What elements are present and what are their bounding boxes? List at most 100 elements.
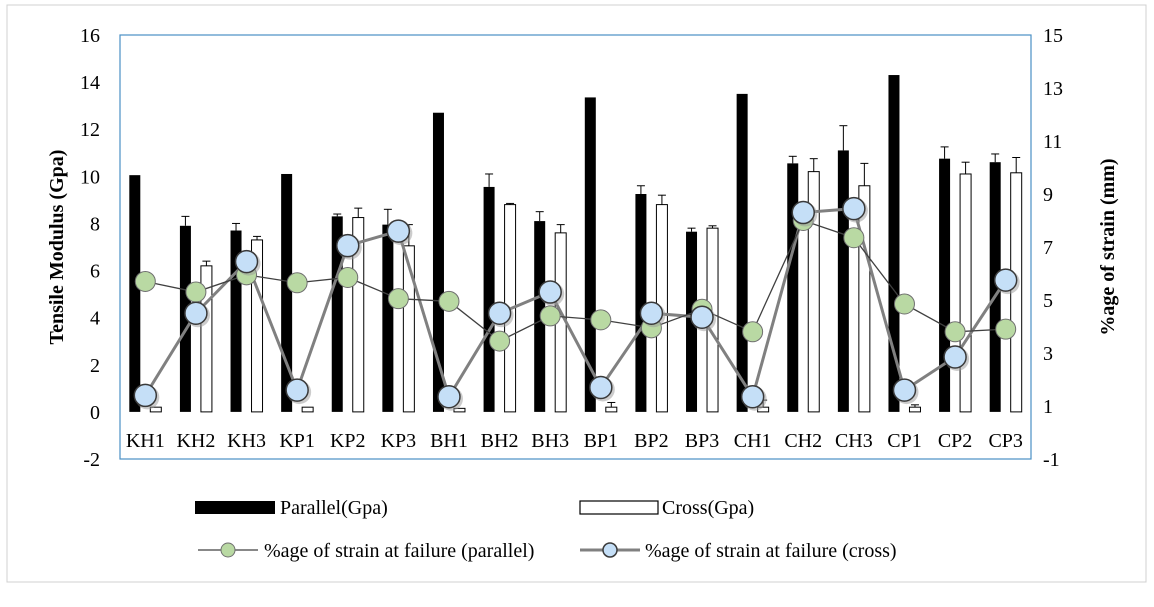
marker-strain-parallel — [995, 318, 1017, 340]
category-labels: KH1 KH2 KH3 KP1 KP2 KP3 BH1 BH2 BH3 BP1 … — [126, 430, 1023, 452]
marker-strain-parallel — [742, 321, 764, 343]
y-tick-label: 10 — [80, 166, 100, 188]
line-strain-parallel — [145, 219, 1006, 342]
marker-strain-parallel — [185, 281, 207, 303]
marker-strain-cross — [336, 233, 360, 258]
marker-strain-cross — [943, 345, 967, 369]
y2-tick-label: 11 — [1043, 131, 1062, 153]
category-label: BP3 — [685, 430, 719, 452]
legend-label-strain-cross: %age of strain at failure (cross) — [645, 540, 897, 562]
right-axis-ticks: 15 13 11 9 7 5 3 1 -1 — [1043, 25, 1063, 471]
bar-parallel — [939, 158, 951, 412]
bar-parallel — [129, 175, 141, 412]
bar-cross — [301, 406, 314, 413]
bar-parallel — [989, 162, 1001, 412]
lines-layer — [133, 196, 1020, 411]
marker-strain-parallel — [134, 270, 156, 292]
y-tick-label: 14 — [80, 72, 100, 94]
y-tick-label: 4 — [90, 308, 100, 330]
legend-label-strain-parallel: %age of strain at failure (parallel) — [264, 540, 534, 562]
category-label: KP1 — [279, 430, 315, 452]
bar-parallel — [888, 75, 900, 412]
category-label: CH2 — [784, 430, 822, 452]
chart-frame — [6, 4, 1147, 583]
marker-strain-parallel — [843, 227, 865, 249]
category-label: CP3 — [988, 430, 1022, 452]
marker-strain-cross — [842, 196, 866, 221]
y2-tick-label: -1 — [1043, 449, 1060, 471]
bar-parallel — [483, 186, 495, 412]
category-label: BH3 — [531, 430, 569, 452]
bar-parallel — [787, 163, 799, 412]
marker-strain-cross — [589, 375, 613, 400]
marker-strain-cross — [690, 305, 714, 329]
legend-marker-strain-parallel — [220, 542, 236, 558]
bar-parallel — [432, 112, 444, 412]
legend-label-parallel: Parallel(Gpa) — [280, 497, 388, 519]
category-label: BH1 — [430, 430, 468, 452]
marker-strain-cross — [538, 280, 562, 304]
marker-strain-parallel — [489, 330, 511, 352]
bar-parallel — [837, 150, 849, 412]
category-label: KH1 — [126, 430, 165, 452]
bar-parallel — [230, 230, 242, 412]
marker-strain-cross — [285, 378, 309, 402]
marker-strain-parallel — [337, 266, 359, 288]
bars-layer — [129, 75, 1023, 413]
y2-tick-label: 3 — [1043, 343, 1053, 365]
bar-cross — [908, 406, 921, 413]
marker-strain-cross — [437, 384, 461, 409]
marker-strain-parallel — [286, 272, 308, 294]
category-label: KH3 — [227, 430, 266, 452]
legend: Parallel(Gpa) Cross(Gpa) %age of strain … — [195, 497, 897, 562]
bar-parallel — [331, 216, 343, 412]
marker-strain-parallel — [944, 321, 966, 343]
marker-strain-cross — [184, 301, 208, 325]
marker-strain-cross — [740, 384, 765, 409]
marker-strain-cross — [892, 378, 917, 402]
marker-strain-parallel — [438, 290, 460, 312]
y2-tick-label: 5 — [1043, 290, 1053, 312]
y2-tick-label: 13 — [1043, 78, 1063, 100]
category-label: CP2 — [938, 430, 972, 452]
plot-area — [119, 34, 1032, 460]
y-tick-label: 8 — [90, 213, 100, 235]
category-label: CP1 — [887, 430, 921, 452]
y2-tick-label: 15 — [1043, 25, 1063, 47]
bar-parallel — [179, 225, 191, 412]
marker-strain-cross — [234, 249, 259, 274]
y-tick-label: 12 — [80, 119, 100, 141]
y2-tick-label: 1 — [1043, 396, 1053, 418]
y-axis-title: Tensile Modulus (Gpa) — [46, 150, 68, 345]
category-label: KP2 — [330, 430, 366, 452]
marker-strain-parallel — [387, 288, 409, 310]
category-label: KP3 — [381, 430, 417, 452]
legend-swatch-parallel — [195, 501, 275, 514]
marker-strain-parallel — [893, 293, 915, 315]
y-tick-label: 2 — [90, 355, 100, 377]
y-tick-label: 0 — [90, 402, 100, 424]
marker-strain-parallel — [590, 309, 612, 331]
category-label: BP1 — [584, 430, 618, 452]
line-strain-cross — [144, 206, 1007, 401]
bar-parallel — [382, 224, 394, 412]
bar-cross — [959, 173, 972, 413]
left-axis-ticks: 16 14 12 10 8 6 4 2 0 -2 — [80, 25, 100, 471]
legend-swatch-cross — [579, 500, 659, 515]
category-label: BH2 — [481, 430, 519, 452]
marker-strain-cross — [133, 383, 158, 408]
marker-strain-cross — [993, 268, 1018, 292]
category-label: CH3 — [835, 430, 873, 452]
category-label: BP2 — [634, 430, 668, 452]
legend-label-cross: Cross(Gpa) — [662, 497, 754, 519]
y2-tick-label: 9 — [1043, 184, 1053, 206]
category-label: KH2 — [176, 430, 215, 452]
bar-cross — [149, 406, 162, 413]
bar-parallel — [534, 221, 546, 412]
y-tick-label: -2 — [83, 449, 100, 471]
bar-cross — [605, 406, 618, 413]
marker-strain-cross — [639, 301, 664, 325]
y-tick-label: 6 — [90, 261, 100, 283]
legend-marker-strain-cross — [602, 542, 618, 558]
bar-parallel — [584, 97, 596, 412]
